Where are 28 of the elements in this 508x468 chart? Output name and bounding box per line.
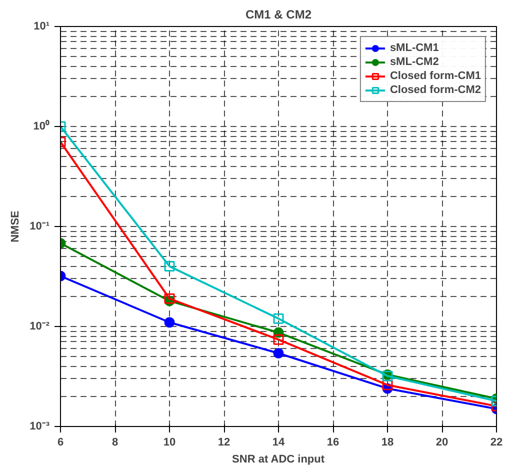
y-tick-label: 10⁻²	[30, 320, 50, 332]
x-tick-label: 10	[163, 436, 176, 448]
legend-label: sML-CM1	[390, 41, 439, 55]
x-axis-title: SNR at ADC input	[232, 454, 325, 466]
y-tick-label: 10⁻¹	[30, 220, 50, 232]
x-tick-label: 18	[381, 436, 394, 448]
x-tick-label: 20	[436, 436, 448, 448]
y-tick-label: 10⁰	[33, 120, 50, 132]
legend-label: Closed form-CM2	[390, 83, 481, 97]
x-tick-label: 6	[57, 436, 64, 448]
point	[273, 334, 284, 345]
point	[273, 313, 284, 324]
chart-title: CM1 & CM2	[245, 8, 312, 22]
point	[164, 317, 175, 328]
legend-label: sML-CM2	[390, 55, 439, 69]
legend-label: Closed form-CM1	[390, 69, 481, 83]
point	[164, 261, 175, 272]
point	[164, 293, 175, 304]
x-tick-label: 16	[326, 436, 340, 448]
y-tick-label: 10¹	[34, 20, 50, 32]
y-axis-title: NMSE	[10, 210, 22, 242]
x-tick-label: 22	[490, 436, 503, 448]
x-tick-label: 12	[218, 436, 230, 448]
x-tick-label: 8	[112, 436, 118, 448]
point	[382, 380, 393, 390]
x-tick-label: 14	[272, 436, 286, 448]
point	[273, 348, 284, 358]
y-tick-label: 10⁻³	[30, 420, 50, 432]
